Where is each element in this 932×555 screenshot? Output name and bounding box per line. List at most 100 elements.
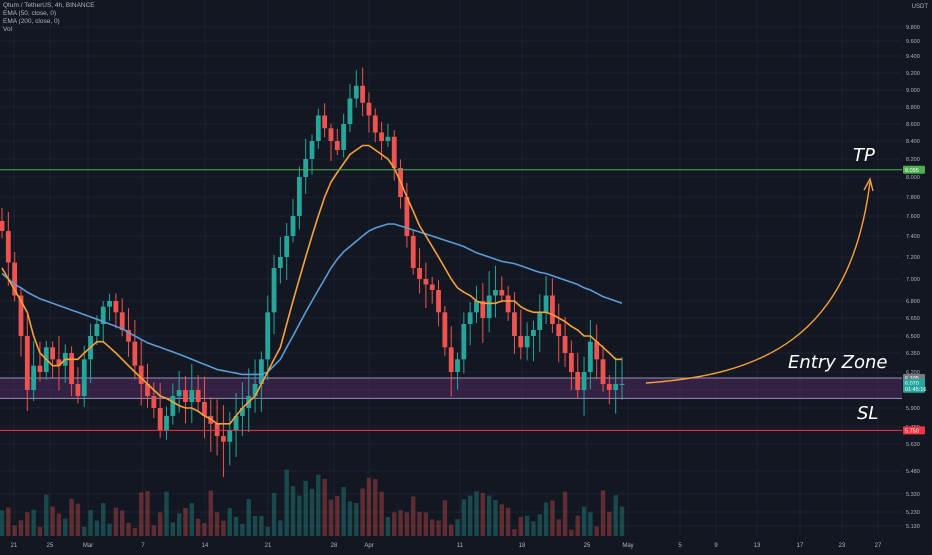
y-tick-label: 7.400: [906, 234, 920, 240]
candle-body: [524, 336, 530, 348]
annotation-sl[interactable]: SL: [857, 403, 879, 424]
volume-bar: [278, 520, 283, 536]
projection-arrowhead: [863, 177, 874, 192]
volume-bar: [183, 507, 188, 536]
candle-body: [455, 359, 460, 372]
y-tick-label: 8.600: [906, 122, 920, 128]
candle-body: [410, 236, 416, 268]
volume-bar: [82, 526, 87, 536]
time-axis: 21 25 Mar 7 14 21 28 Apr 11 18 25 May 5 9 13 17 23 27: [0, 537, 932, 551]
price-label-bg: [903, 384, 925, 393]
candle-body: [334, 141, 340, 150]
x-tick-label: 25: [584, 543, 591, 549]
candle-body: [138, 365, 144, 384]
volume-bar: [588, 512, 593, 536]
volume-bar: [423, 512, 429, 536]
volume-bar: [50, 506, 55, 536]
volume-bar: [480, 492, 486, 536]
candle-body: [309, 141, 315, 159]
volume-bar: [303, 480, 308, 536]
candle-body: [347, 98, 353, 124]
candle-body: [562, 336, 568, 353]
annotation-tp[interactable]: TP: [853, 145, 875, 166]
volume-bar: [12, 525, 17, 536]
candle-body: [189, 390, 195, 402]
y-tick-label: 6.500: [906, 334, 920, 340]
volume-bar: [221, 520, 226, 536]
legend-symbol[interactable]: Qtum / TetherUS, 4h, BINANCE: [3, 2, 95, 9]
candle-body: [372, 115, 378, 133]
volume-bar: [107, 523, 112, 536]
price-label: 5.750: [905, 428, 919, 434]
candle-body: [486, 295, 492, 318]
x-tick-label: Mar: [83, 543, 93, 549]
y-tick-label: 6.200: [906, 370, 920, 376]
candle-body: [518, 336, 524, 348]
volume-bar: [25, 512, 30, 536]
candle-body: [107, 301, 112, 307]
legend-ema50[interactable]: EMA (50, close, 0): [3, 10, 57, 17]
volume-bar: [562, 491, 568, 536]
volume-bar: [101, 503, 106, 536]
candle-body: [265, 312, 271, 360]
legend-vol[interactable]: Vol: [3, 26, 13, 33]
volume-bar: [202, 523, 207, 536]
y-tick-label: 5.330: [906, 492, 920, 498]
candle-body: [499, 290, 505, 296]
volume-bar: [170, 522, 176, 536]
x-tick-label: 25: [47, 543, 54, 549]
volume-bar: [581, 506, 587, 536]
candle-body: [75, 384, 81, 396]
candle-body: [550, 295, 555, 324]
volume-bar: [309, 488, 315, 536]
candle-body: [581, 372, 587, 390]
y-tick-label: 5.480: [906, 469, 920, 475]
candle-body: [429, 284, 435, 290]
volume-bar: [31, 509, 36, 536]
candle-body: [119, 312, 125, 330]
volume-bar: [0, 510, 5, 536]
candle-body: [164, 415, 169, 431]
chart-legend: Qtum / TetherUS, 4h, BINANCE EMA (50, cl…: [3, 2, 95, 34]
candle-body: [290, 216, 296, 236]
candle-body: [467, 312, 473, 324]
volume-bar: [335, 496, 340, 536]
annotation-entry-zone[interactable]: Entry Zone: [788, 352, 888, 373]
volume-bar: [499, 504, 505, 536]
candle-body: [126, 330, 131, 342]
time-axis-bg: [0, 537, 932, 551]
candle-body: [315, 115, 321, 141]
candle-body: [151, 396, 157, 408]
volume-bar: [233, 516, 239, 536]
quote-currency: USDT: [911, 4, 928, 10]
price-axis-bg: [902, 0, 932, 550]
candle-body: [50, 347, 56, 360]
candle-body: [391, 136, 397, 168]
y-tick-label: 6.350: [906, 351, 920, 357]
volume-bar: [63, 518, 68, 536]
volume-bar: [360, 488, 365, 536]
volume-bar: [461, 499, 467, 536]
candle-body: [353, 85, 359, 99]
grid: [0, 0, 902, 543]
y-tick-label: 9.600: [906, 39, 920, 45]
volume-bar: [556, 519, 561, 536]
candle-body: [493, 290, 498, 296]
price-label: 6.070: [905, 381, 919, 387]
volume-bar: [436, 520, 441, 536]
volume-bar: [328, 499, 334, 536]
y-tick-label: 7.600: [906, 214, 920, 220]
volume-bar: [575, 515, 580, 536]
candle-body: [183, 390, 188, 402]
volume-bar: [398, 510, 403, 536]
volume-bar: [442, 500, 448, 536]
x-tick-label: 7: [141, 543, 145, 549]
volume-bar: [385, 517, 391, 536]
candle-body: [442, 312, 448, 348]
volume-bar: [138, 492, 144, 536]
legend-ema200[interactable]: EMA (200, close, 0): [3, 18, 60, 25]
volume-bar: [429, 519, 435, 536]
volume-bar: [474, 491, 479, 536]
